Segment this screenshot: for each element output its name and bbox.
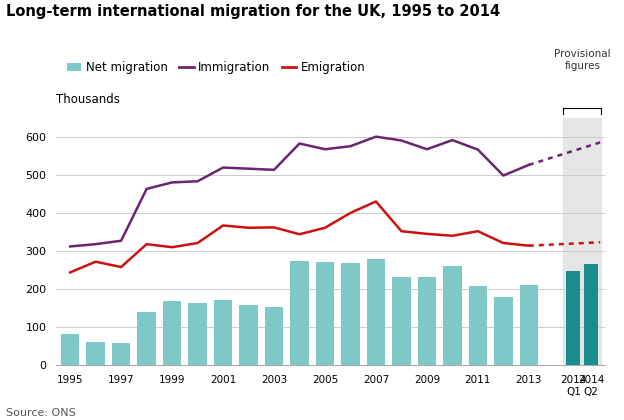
Text: Thousands: Thousands — [56, 93, 120, 106]
Bar — [563, 118, 602, 365]
Bar — [584, 264, 598, 365]
Legend: Net migration, Immigration, Emigration: Net migration, Immigration, Emigration — [62, 57, 371, 79]
Bar — [87, 342, 105, 365]
Bar — [112, 343, 130, 365]
Bar — [469, 286, 487, 365]
Bar — [392, 277, 411, 365]
Bar — [367, 259, 385, 365]
Bar — [290, 260, 309, 365]
Bar — [265, 307, 283, 365]
Bar — [316, 262, 334, 365]
Bar — [443, 266, 462, 365]
Bar — [520, 285, 538, 365]
Bar — [567, 271, 580, 365]
Text: Long-term international migration for the UK, 1995 to 2014: Long-term international migration for th… — [6, 4, 500, 19]
Bar — [494, 297, 512, 365]
Bar — [61, 334, 79, 365]
Bar — [137, 312, 156, 365]
Text: Provisional
figures: Provisional figures — [554, 49, 611, 71]
Bar — [188, 303, 207, 365]
Bar — [214, 300, 232, 365]
Bar — [163, 302, 182, 365]
Bar — [417, 277, 436, 365]
Bar — [341, 263, 359, 365]
Bar — [240, 305, 258, 365]
Text: Source: ONS: Source: ONS — [6, 408, 76, 418]
